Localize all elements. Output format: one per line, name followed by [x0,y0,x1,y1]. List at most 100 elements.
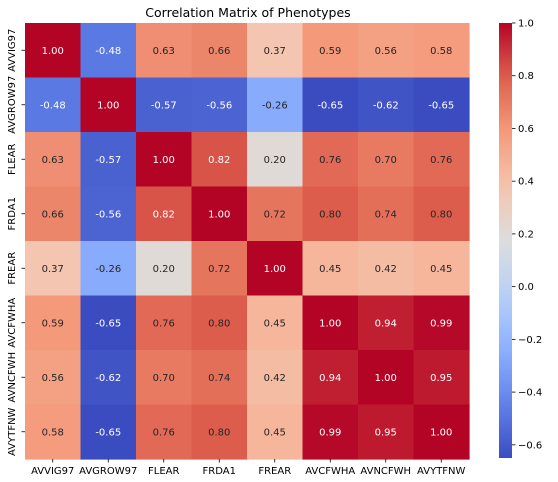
cell-value-label: 0.95 [430,373,452,384]
heatmap-cell [302,404,359,460]
heatmap-cell [302,23,359,79]
cell-value-label: -0.56 [206,100,232,111]
cell-value-label: 0.95 [375,427,397,438]
cell-value-label: 0.80 [430,209,452,220]
heatmap-cell [25,295,82,351]
cell-value-label: 0.37 [42,264,64,275]
cell-value-label: -0.65 [95,318,121,329]
colorbar-tick-label: 0.2 [518,229,534,240]
y-tick-label: AVVIG97 [7,29,18,72]
cell-value-label: -0.57 [95,155,121,166]
cell-value-label: 0.42 [264,373,286,384]
heatmap-cell [358,23,415,79]
cell-value-label: 0.66 [208,46,230,57]
x-tick-label: AVVIG97 [31,466,74,477]
cell-value-label: 0.82 [208,155,230,166]
heatmap-cell [80,404,137,460]
cell-value-label: 0.59 [42,318,64,329]
cell-value-label: -0.48 [40,100,66,111]
colorbar-tick-label: −0.6 [518,440,542,451]
heatmap-cell [413,241,470,297]
cell-value-label: -0.65 [95,427,121,438]
heatmap-cell [25,350,82,406]
x-axis-ticks: AVVIG97 AVGROW97 FLEAR FRDA1 FREAR AVCFWHA AVN… [31,459,466,477]
cell-value-label: 1.00 [42,46,64,57]
heatmap-cell [358,350,415,406]
heatmap-cell [191,132,248,188]
colorbar: −0.6 −0.4 −0.2 0.0 0.2 0.4 0.6 0.8 1.0 [499,19,542,458]
cell-value-label: 1.00 [319,318,341,329]
x-tick-label: AVCFWHA [305,466,355,477]
heatmap-cell [302,295,359,351]
heatmap-cell [80,132,137,188]
cell-value-label: 0.58 [430,46,452,57]
cell-value-label: 0.42 [375,264,397,275]
heatmap-cell [302,132,359,188]
heatmap-cell [136,132,193,188]
cell-value-label: 0.63 [153,46,175,57]
heatmap-cell [247,350,304,406]
cell-value-label: -0.56 [95,209,121,220]
cell-value-label: -0.26 [262,100,288,111]
heatmap-cell [80,77,137,133]
cell-value-label: 0.76 [319,155,341,166]
colorbar-gradient [499,23,512,458]
heatmap-cell [302,186,359,242]
cell-value-label: 0.66 [42,209,64,220]
y-tick-label: AVNCFWH [7,352,18,403]
cell-value-label: 0.80 [319,209,341,220]
heatmap-cell [191,23,248,79]
heatmap-cell [413,77,470,133]
cell-value-label: -0.48 [95,46,121,57]
colorbar-tick-label: 0.0 [518,282,534,293]
cell-value-label: 0.72 [208,264,230,275]
heatmap-cell [80,241,137,297]
cell-value-label: 0.76 [430,155,452,166]
cell-value-label: 0.63 [42,155,64,166]
cell-value-label: -0.26 [95,264,121,275]
y-axis-ticks: AVVIG97 AVGROW97 FLEAR FRDA1 FREAR AVCFWHA AVN… [7,29,25,456]
heatmap-cell [413,404,470,460]
y-tick-label: AVCFWHA [7,298,18,348]
heatmap-cell [136,241,193,297]
cell-value-label: 0.80 [208,318,230,329]
cell-value-label: 1.00 [430,427,452,438]
cell-value-label: 1.00 [264,264,286,275]
heatmap-cell [80,295,137,351]
y-tick-label: AVYTFNW [7,407,18,455]
heatmap-cell [358,77,415,133]
heatmap-cell [413,295,470,351]
cell-value-label: -0.62 [373,100,399,111]
cell-value-label: 0.45 [264,318,286,329]
cell-value-label: 0.76 [153,318,175,329]
cell-value-label: 0.82 [153,209,175,220]
cell-value-label: 0.94 [375,318,397,329]
cell-value-label: 1.00 [97,100,119,111]
y-tick-label: FLEAR [7,143,18,174]
heatmap-cell [358,241,415,297]
heatmap-cell [80,350,137,406]
heatmap-cell [80,23,137,79]
heatmap-cell [25,241,82,297]
heatmap-cell [191,77,248,133]
x-tick-label: FRDA1 [203,466,236,477]
heatmap-cell [25,77,82,133]
y-tick-label: FREAR [7,252,18,285]
heatmap-cell [136,295,193,351]
heatmap-cell [358,295,415,351]
colorbar-tick-label: 1.0 [518,19,534,30]
cell-value-label: -0.57 [151,100,177,111]
cell-value-label: 1.00 [153,155,175,166]
cell-value-label: 0.74 [375,209,397,220]
cell-value-label: 0.37 [264,46,286,57]
heatmap-cell [136,350,193,406]
heatmap-cell [302,241,359,297]
heatmap-cell [247,186,304,242]
heatmap-cell [25,132,82,188]
cell-value-label: 0.76 [153,427,175,438]
cell-value-label: 0.94 [319,373,341,384]
y-tick-label: AVGROW97 [7,76,18,134]
cell-value-label: -0.65 [428,100,454,111]
x-tick-label: AVNCFWH [360,466,411,477]
x-tick-label: AVYTFNW [417,466,465,477]
